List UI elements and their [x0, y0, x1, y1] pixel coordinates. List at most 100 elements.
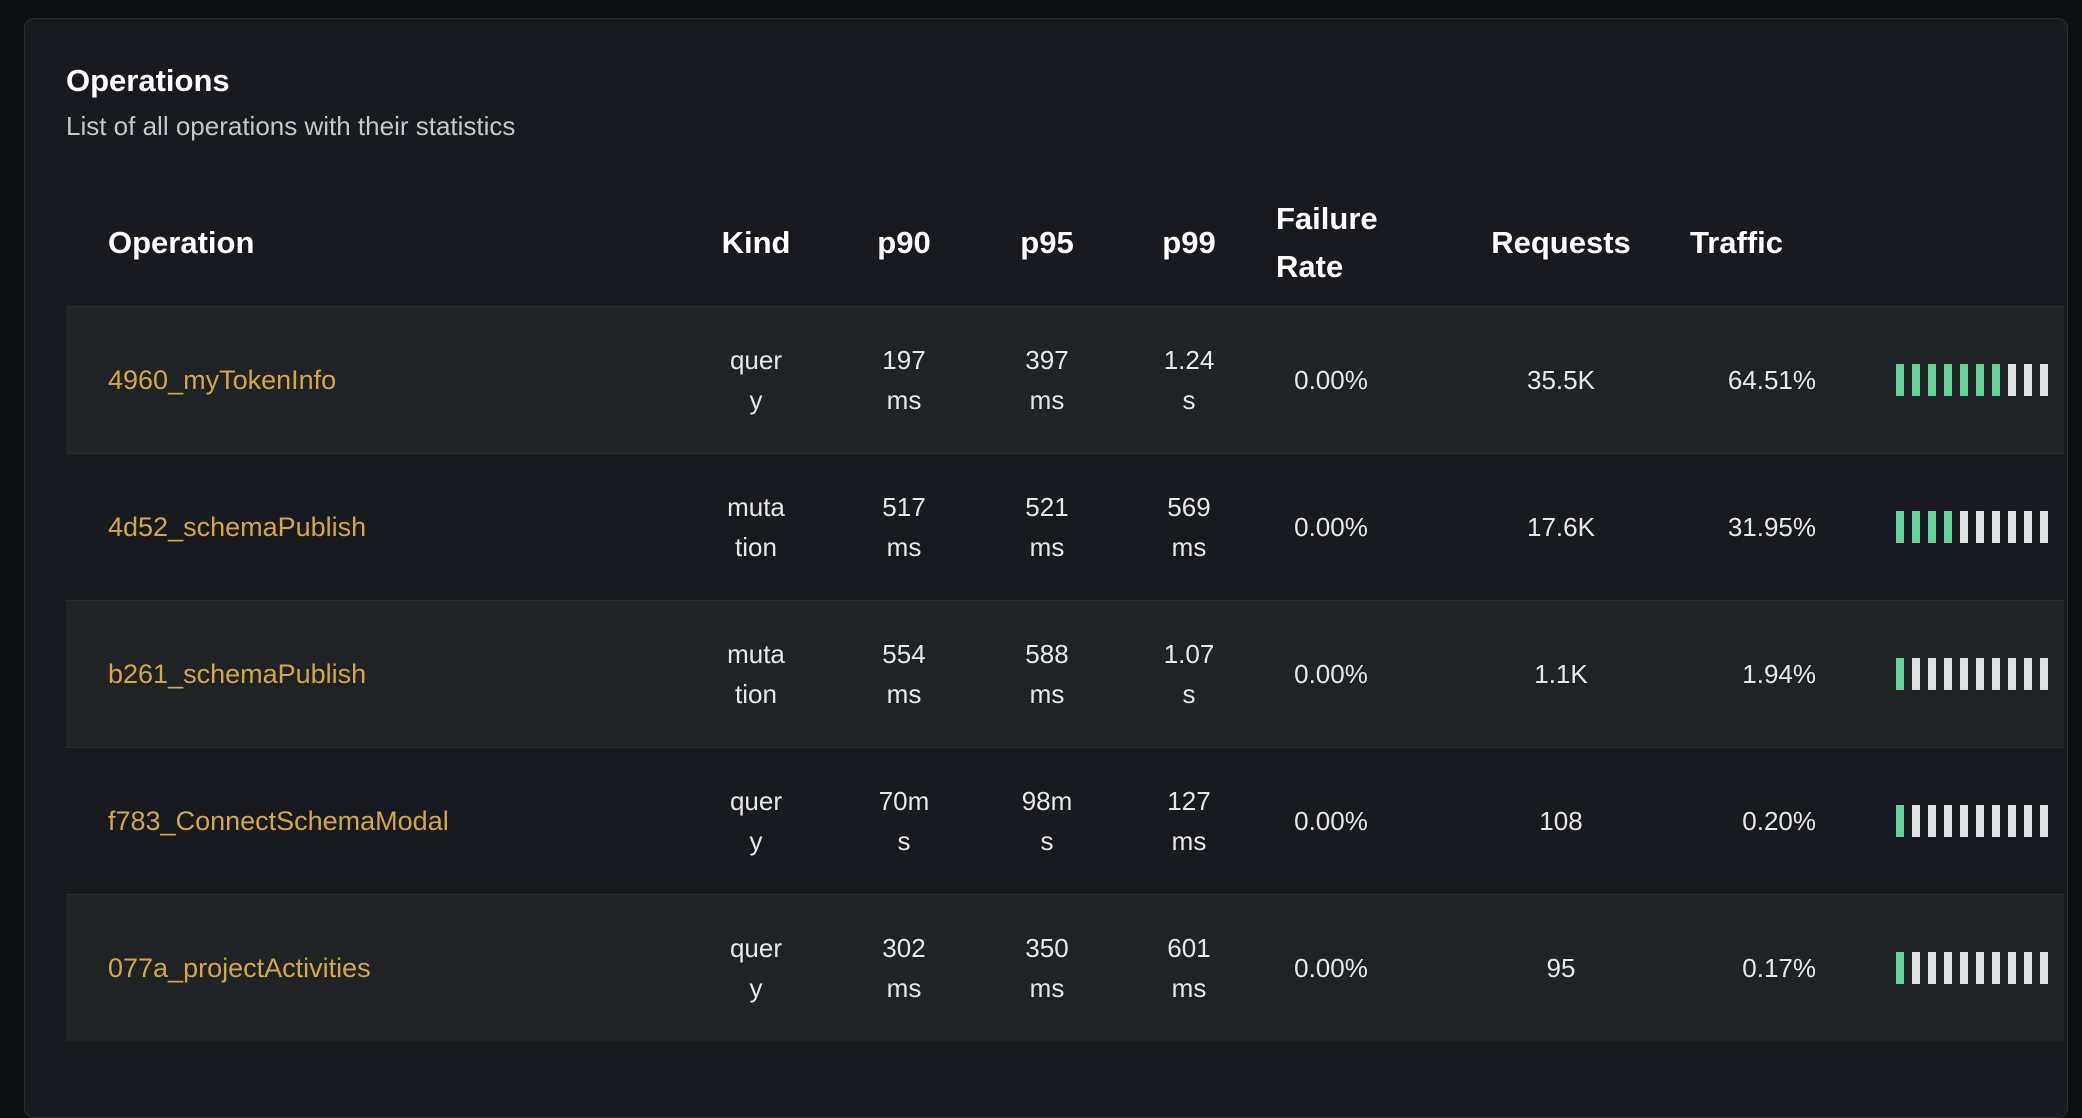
traffic-bar-segment: [1976, 364, 1984, 396]
traffic-bar-segment: [2024, 511, 2032, 543]
traffic-cell-container: 0.20%: [1666, 748, 1816, 894]
operation-name-link-container: f783_ConnectSchemaModal: [108, 748, 708, 894]
traffic-bar-segment: [2024, 658, 2032, 690]
panel-title: Operations: [66, 63, 230, 98]
p99-cell: 601 ms: [1167, 933, 1211, 1003]
traffic-bar-segment: [1896, 952, 1904, 984]
operation-name-link[interactable]: b261_schemaPublish: [108, 659, 367, 689]
operation-name-link[interactable]: 077a_projectActivities: [108, 953, 371, 983]
kind-cell-container: query: [696, 307, 816, 453]
p90-cell-container: 302 ms: [844, 895, 964, 1041]
p95-cell: 588 ms: [1025, 639, 1069, 709]
kind-cell-container: query: [696, 748, 816, 894]
requests-cell: 1.1K: [1534, 659, 1588, 689]
traffic-bar-segment: [1912, 511, 1920, 543]
operation-name-link-container: 077a_projectActivities: [108, 895, 708, 1041]
failure-rate-cell: 0.00%: [1294, 953, 1368, 983]
operation-name-link-container: 4960_myTokenInfo: [108, 307, 708, 453]
traffic-cell-container: 0.17%: [1666, 895, 1816, 1041]
traffic-bar-segment: [1944, 511, 1952, 543]
traffic-cell: 64.51%: [1727, 365, 1816, 395]
requests-cell-container: 35.5K: [1466, 307, 1656, 453]
table-row: 4d52_schemaPublish mutation 517 ms 521 ms 56…: [66, 453, 2064, 600]
traffic-bar-segment: [1928, 658, 1936, 690]
traffic-cell: 0.17%: [1742, 953, 1816, 983]
failure-rate-cell-container: 0.00%: [1251, 307, 1411, 453]
traffic-bar-segment: [1976, 511, 1984, 543]
traffic-bar-segment: [2040, 364, 2048, 396]
traffic-bar-segment: [1976, 658, 1984, 690]
p95-cell-container: 521 ms: [987, 454, 1107, 600]
traffic-bar-segment: [1960, 364, 1968, 396]
traffic-bar-segment: [1960, 805, 1968, 837]
header-operation[interactable]: Operation: [108, 224, 255, 260]
p95-cell-container: 350 ms: [987, 895, 1107, 1041]
traffic-bar-segment: [2008, 364, 2016, 396]
traffic-cell: 0.20%: [1742, 806, 1816, 836]
traffic-bar-segment: [1992, 658, 2000, 690]
requests-cell-container: 17.6K: [1466, 454, 1656, 600]
traffic-bar-segment: [2040, 952, 2048, 984]
traffic-bar-segment: [1896, 364, 1904, 396]
p95-cell: 397 ms: [1025, 345, 1069, 415]
requests-cell-container: 95: [1466, 895, 1656, 1041]
traffic-bar-segment: [1976, 805, 1984, 837]
p90-cell: 302 ms: [882, 933, 926, 1003]
p99-cell: 1.07 s: [1163, 639, 1215, 709]
header-p99[interactable]: p99: [1162, 224, 1216, 260]
failure-rate-cell: 0.00%: [1294, 512, 1368, 542]
p95-cell-container: 397 ms: [987, 307, 1107, 453]
p90-cell: 70ms: [878, 786, 930, 856]
failure-rate-cell-container: 0.00%: [1251, 454, 1411, 600]
traffic-bar-segment: [1912, 364, 1920, 396]
traffic-bar-segment: [2008, 952, 2016, 984]
traffic-bar-segment: [1944, 364, 1952, 396]
traffic-bar-segment: [1896, 511, 1904, 543]
requests-cell: 95: [1546, 953, 1576, 983]
traffic-bar-segment: [1896, 805, 1904, 837]
failure-rate-cell-container: 0.00%: [1251, 748, 1411, 894]
traffic-bar-segment: [2008, 658, 2016, 690]
p99-cell-container: 127 ms: [1129, 748, 1249, 894]
failure-rate-cell: 0.00%: [1294, 806, 1368, 836]
traffic-bar-segment: [1944, 658, 1952, 690]
requests-cell-container: 108: [1466, 748, 1656, 894]
header-p95[interactable]: p95: [1020, 224, 1074, 260]
p99-cell-container: 1.24 s: [1129, 307, 1249, 453]
operation-name-link[interactable]: 4d52_schemaPublish: [108, 512, 367, 542]
header-requests[interactable]: Requests: [1491, 224, 1631, 260]
traffic-cell-container: 64.51%: [1666, 307, 1816, 453]
header-failure-rate[interactable]: Failure Rate: [1276, 200, 1378, 284]
traffic-bar-segment: [2024, 364, 2032, 396]
kind-cell: query: [729, 786, 783, 856]
traffic-bar-segment: [1976, 952, 1984, 984]
p90-cell: 517 ms: [882, 492, 926, 562]
p90-cell-container: 517 ms: [844, 454, 964, 600]
traffic-bar-segment: [1992, 511, 2000, 543]
requests-cell-container: 1.1K: [1466, 601, 1656, 747]
p90-cell-container: 554 ms: [844, 601, 964, 747]
traffic-cell-container: 1.94%: [1666, 601, 1816, 747]
traffic-bar-segment: [1960, 511, 1968, 543]
traffic-bar-segment: [1912, 952, 1920, 984]
failure-rate-cell-container: 0.00%: [1251, 895, 1411, 1041]
panel-subtitle: List of all operations with their statis…: [66, 111, 516, 141]
traffic-bar-segment: [1928, 511, 1936, 543]
header-traffic[interactable]: Traffic: [1690, 224, 1784, 260]
traffic-cell-container: 31.95%: [1666, 454, 1816, 600]
requests-cell: 17.6K: [1527, 512, 1595, 542]
header-kind[interactable]: Kind: [721, 224, 791, 260]
operation-name-link[interactable]: 4960_myTokenInfo: [108, 365, 337, 395]
traffic-bar-segment: [2008, 511, 2016, 543]
traffic-bar-segment: [1944, 952, 1952, 984]
traffic-bar-meter: [1896, 895, 2066, 1041]
traffic-bar-segment: [1928, 805, 1936, 837]
traffic-bar-segment: [1992, 952, 2000, 984]
traffic-bar-segment: [1912, 658, 1920, 690]
traffic-bar-segment: [1992, 805, 2000, 837]
p95-cell: 98ms: [1021, 786, 1073, 856]
operations-table: Operation Kind p90 p95 p99 Failure Rate …: [66, 179, 2064, 1041]
operation-name-link[interactable]: f783_ConnectSchemaModal: [108, 806, 449, 836]
header-p90[interactable]: p90: [877, 224, 931, 260]
kind-cell: mutation: [727, 492, 785, 562]
